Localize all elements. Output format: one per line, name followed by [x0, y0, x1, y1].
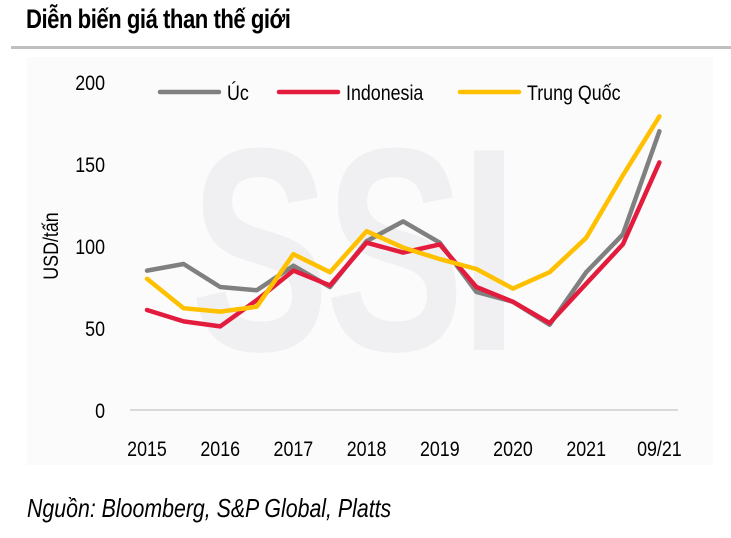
- y-tick-label: 200: [75, 72, 105, 96]
- x-tick-label: 2015: [127, 438, 167, 462]
- source-note: Nguồn: Bloomberg, S&P Global, Platts: [27, 493, 392, 523]
- legend: Úc Indonesia Trung Quốc: [157, 81, 621, 106]
- y-tick-label: 150: [75, 154, 105, 178]
- y-tick-label: 50: [85, 318, 105, 342]
- y-axis-label: USD/tấn: [40, 212, 64, 279]
- series-line-2: [144, 114, 662, 314]
- x-tick-label: 2018: [347, 438, 387, 462]
- x-axis: 2015 2016 2017 2018 2019 2020 2021 09/21: [127, 438, 682, 462]
- legend-label: Indonesia: [346, 82, 423, 106]
- series-lines: [144, 114, 662, 329]
- watermark-ssi: SSI: [190, 87, 514, 412]
- title-divider: [11, 46, 731, 49]
- x-tick-label: 2021: [566, 438, 606, 462]
- legend-label: Trung Quốc: [527, 82, 621, 106]
- y-axis: 0 50 100 150 200: [75, 72, 105, 424]
- y-tick-label: 100: [75, 236, 105, 260]
- x-tick-label: 2017: [274, 438, 314, 462]
- x-tick-label: 2019: [420, 438, 460, 462]
- x-tick-label: 09/21: [637, 438, 682, 462]
- series-line-1: [144, 160, 662, 329]
- x-tick-label: 2020: [493, 438, 533, 462]
- series-line-0: [144, 128, 662, 327]
- chart-title: Diễn biến giá than thế giới: [26, 4, 291, 34]
- y-tick-label: 0: [95, 400, 105, 424]
- legend-label: Úc: [227, 81, 249, 106]
- x-tick-label: 2016: [200, 438, 240, 462]
